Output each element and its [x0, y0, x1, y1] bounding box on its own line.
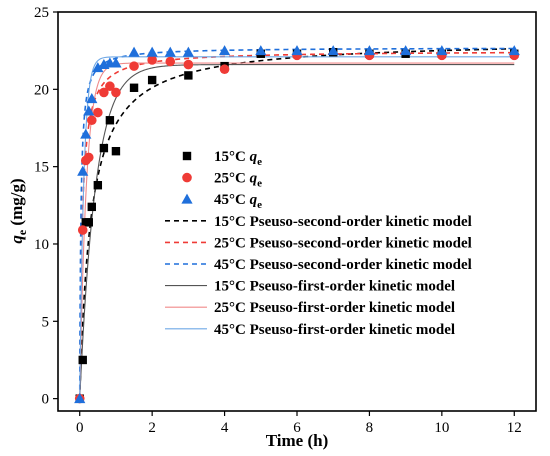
x-tick-label: 12: [507, 420, 522, 436]
data-point-circle: [77, 225, 88, 235]
model-curve: [78, 48, 515, 399]
legend-entry-label: 45°C qe: [214, 192, 262, 211]
data-point-triangle: [436, 45, 448, 56]
axes: [57, 11, 537, 412]
data-point-triangle: [110, 57, 122, 68]
data-point-circle: [129, 61, 139, 71]
x-tick-label: 6: [293, 420, 301, 436]
data-point-square: [111, 146, 121, 156]
data-point-circle: [111, 87, 121, 98]
data-point-triangle: [182, 46, 194, 57]
data-point-triangle: [291, 45, 303, 56]
legend-entry-label: 25°C Pseuso-first-order kinetic model: [214, 300, 455, 316]
data-point-circle: [219, 64, 230, 75]
data-points: [74, 45, 520, 404]
data-point-square: [99, 143, 109, 153]
data-point-triangle: [92, 62, 104, 73]
data-point-square: [129, 83, 139, 92]
model-curve: [79, 56, 515, 399]
data-point-square: [87, 202, 96, 212]
data-point-square: [105, 116, 115, 125]
legend-entry-label: 15°C qe: [214, 149, 262, 168]
data-point-triangle: [400, 45, 412, 56]
data-point-circle: [182, 172, 192, 183]
data-point-triangle: [74, 393, 86, 404]
data-point-triangle: [146, 46, 158, 57]
data-point-circle: [86, 115, 97, 126]
y-tick-label: 10: [34, 237, 49, 253]
legend-entry-label: 45°C Pseuso-second-order kinetic model: [214, 257, 472, 273]
model-curves: [78, 47, 515, 399]
x-axis-title: Time (h): [266, 431, 329, 450]
data-point-circle: [83, 152, 94, 163]
data-point-square: [184, 71, 193, 80]
x-tick-label: 8: [366, 420, 374, 436]
data-point-circle: [93, 107, 103, 118]
data-point-triangle: [327, 45, 339, 56]
data-point-square: [84, 218, 93, 227]
model-curve: [79, 62, 515, 399]
y-axis-title-unit: (mg/g): [7, 178, 26, 229]
data-point-triangle: [77, 165, 89, 176]
y-axis-title: qe (mg/g): [7, 178, 29, 243]
y-tick-label: 0: [42, 392, 50, 408]
data-point-square: [147, 75, 157, 85]
y-tick-label: 15: [34, 160, 49, 176]
data-point-square: [182, 151, 192, 161]
data-point-square: [78, 355, 87, 365]
data-point-square: [93, 181, 103, 190]
data-point-circle: [183, 59, 194, 70]
data-point-triangle: [86, 93, 98, 104]
y-tick-label: 20: [34, 82, 49, 98]
data-point-triangle: [80, 128, 92, 139]
data-point-triangle: [181, 193, 193, 204]
svg-text:qe (mg/g): qe (mg/g): [7, 178, 29, 243]
legend-entry-label: 45°C Pseuso-first-order kinetic model: [214, 322, 455, 338]
model-curve: [79, 64, 515, 399]
data-point-triangle: [508, 45, 520, 56]
y-tick-label: 5: [42, 314, 50, 330]
legend-entry-label: 15°C Pseuso-second-order kinetic model: [214, 214, 472, 230]
y-axis-title-subscript: e: [15, 229, 29, 235]
model-curve: [78, 51, 515, 399]
data-point-triangle: [164, 46, 176, 57]
data-point-triangle: [83, 105, 95, 116]
x-tick-label: 4: [221, 420, 229, 436]
data-point-circle: [147, 55, 157, 65]
legend-entry-label: 25°C Pseuso-second-order kinetic model: [214, 235, 472, 251]
legend-entry-label: 15°C Pseuso-first-order kinetic model: [214, 279, 455, 295]
ticks: 0 2 4 6 8 10 12 0 5 10 15 20 25: [34, 5, 522, 436]
data-point-triangle: [218, 45, 231, 56]
plot-frame: [57, 11, 537, 412]
model-curve: [78, 47, 515, 399]
legend: 15°C qe 25°C qe 45°C qe 15°C Pseuso-second-…: [165, 149, 472, 338]
y-axis-title-symbol: q: [7, 235, 26, 244]
data-point-circle: [165, 56, 176, 67]
x-tick-label: 2: [148, 420, 156, 436]
y-tick-label: 25: [34, 5, 49, 21]
data-point-triangle: [128, 46, 140, 57]
data-point-triangle: [255, 45, 267, 56]
x-tick-label: 0: [76, 420, 84, 436]
x-tick-label: 10: [434, 420, 449, 436]
legend-entry-label: 25°C qe: [214, 171, 262, 190]
data-point-circle: [105, 81, 115, 92]
data-point-triangle: [363, 45, 376, 56]
data-point-circle: [99, 87, 109, 98]
